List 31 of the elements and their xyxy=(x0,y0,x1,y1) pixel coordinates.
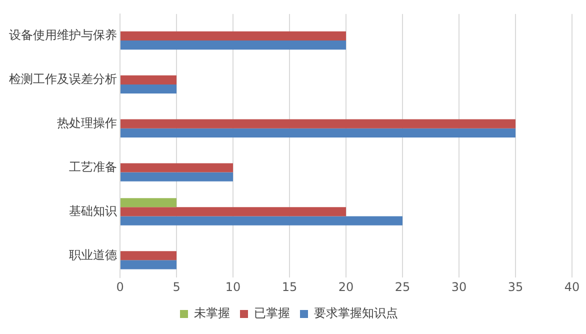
bar xyxy=(120,128,516,138)
x-tick-label: 0 xyxy=(116,280,124,294)
y-tick-label: 检测工作及误差分析 xyxy=(9,72,117,86)
x-tick-label: 15 xyxy=(282,280,298,294)
legend-label: 已掌握 xyxy=(254,306,290,320)
x-tick-label: 20 xyxy=(338,280,354,294)
bar xyxy=(120,119,516,128)
y-tick-label: 职业道德 xyxy=(69,248,117,262)
y-tick-label: 基础知识 xyxy=(69,204,117,218)
bar xyxy=(120,40,346,50)
bar xyxy=(120,75,176,84)
bar xyxy=(120,207,346,216)
x-tick-label: 35 xyxy=(508,280,524,294)
bar xyxy=(120,172,233,182)
bar xyxy=(120,260,176,270)
legend-label: 要求掌握知识点 xyxy=(314,306,398,320)
y-tick-label: 工艺准备 xyxy=(69,160,117,174)
legend-label: 未掌握 xyxy=(194,306,230,320)
x-tick-label: 5 xyxy=(172,280,180,294)
x-tick-label: 40 xyxy=(564,280,580,294)
y-tick-label: 热处理操作 xyxy=(57,116,117,130)
bar xyxy=(120,163,233,172)
x-tick-label: 25 xyxy=(394,280,410,294)
y-tick-label: 设备使用维护与保养 xyxy=(9,28,117,42)
bar xyxy=(120,198,176,208)
x-tick-label: 30 xyxy=(451,280,467,294)
bar xyxy=(120,84,176,94)
bar xyxy=(120,251,176,260)
x-tick-label: 10 xyxy=(225,280,241,294)
bar xyxy=(120,216,402,226)
bar xyxy=(120,31,346,41)
